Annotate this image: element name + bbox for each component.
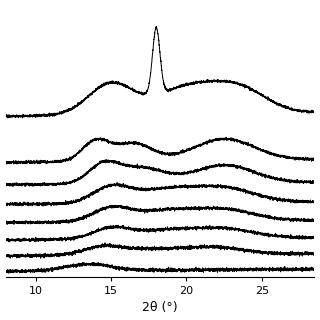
X-axis label: 2θ (°): 2θ (°) <box>142 301 178 315</box>
